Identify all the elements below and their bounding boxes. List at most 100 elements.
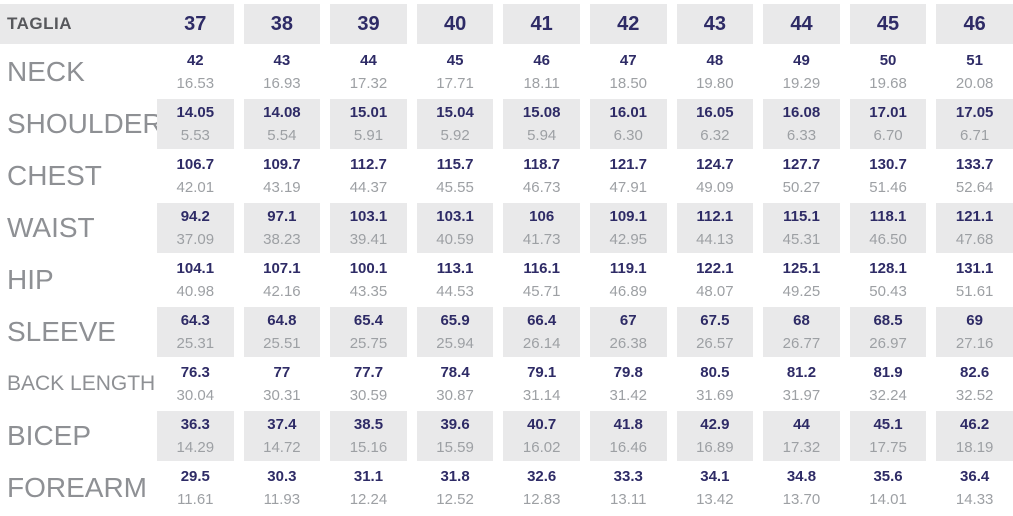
value-inches: 14.72 (263, 439, 301, 456)
value-cm: 47 (619, 52, 637, 69)
value-cm: 77.7 (353, 364, 384, 381)
value-cm: 16.01 (609, 104, 648, 121)
value-cm: 125.1 (782, 260, 821, 277)
measurement-cell: 15.04 5.92 (416, 99, 494, 149)
value-inches: 31.97 (782, 387, 821, 404)
value-inches: 31.42 (609, 387, 648, 404)
value-inches: 12.24 (349, 491, 388, 508)
value-inches: 26.38 (609, 335, 648, 352)
measurement-cell: 81.2 31.97 (763, 359, 840, 409)
value-inches: 30.31 (263, 387, 301, 404)
value-cm: 103.1 (349, 208, 388, 225)
measurement-cell: 42 16.53 (157, 47, 234, 97)
measurement-cell: 79.8 31.42 (589, 359, 667, 409)
measurement-cell: 16.01 6.30 (589, 99, 667, 149)
table-row: SHOULDER 14.05 5.53 14.08 5.54 15.01 5.91 15.04… (0, 99, 1013, 149)
value-inches: 45.71 (522, 283, 561, 300)
value-cm: 42 (186, 52, 204, 69)
size-column-header: 38 (243, 4, 321, 44)
value-cm: 40.7 (527, 416, 557, 433)
value-inches: 5.91 (353, 127, 384, 144)
value-cm: 49 (793, 52, 810, 69)
measurement-cell: 49 19.29 (763, 47, 840, 97)
value-cm: 44 (793, 416, 810, 433)
row-label-cell: BICEP (0, 411, 157, 461)
measurement-cell: 29.5 11.61 (157, 463, 234, 513)
row-label-cell: WAIST (0, 203, 157, 253)
value-inches: 30.87 (436, 387, 474, 404)
value-cm: 46 (533, 52, 551, 69)
value-inches: 19.80 (696, 75, 734, 92)
value-inches: 42.95 (609, 231, 648, 248)
measurement-cell: 68 26.77 (763, 307, 840, 357)
table-row: CHEST 106.7 42.01 109.7 43.19 112.7 44.37 115.7… (0, 151, 1013, 201)
value-inches: 12.52 (436, 491, 474, 508)
value-cm: 36.4 (960, 468, 990, 485)
value-cm: 14.08 (263, 104, 301, 121)
value-cm: 106 (529, 208, 555, 225)
measurement-cell: 44 17.32 (330, 47, 407, 97)
measurement-cell: 130.7 51.46 (849, 151, 927, 201)
value-cm: 112.1 (696, 208, 734, 225)
value-inches: 25.51 (263, 335, 301, 352)
value-cm: 131.1 (955, 260, 994, 277)
measurement-cell: 16.05 6.32 (676, 99, 754, 149)
value-cm: 64.3 (180, 312, 210, 329)
measurement-cell: 14.08 5.54 (243, 99, 321, 149)
value-inches: 17.75 (869, 439, 907, 456)
row-label: HIP (7, 264, 54, 295)
measurement-cell: 36.4 14.33 (936, 463, 1013, 513)
measurement-cell: 115.7 45.55 (416, 151, 494, 201)
size-column-header: 40 (416, 4, 494, 44)
value-cm: 66.4 (527, 312, 557, 329)
measurement-cell: 133.7 52.64 (936, 151, 1013, 201)
value-inches: 44.13 (696, 231, 734, 248)
value-inches: 52.64 (955, 179, 994, 196)
measurement-cell: 125.1 49.25 (763, 255, 840, 305)
row-label: BACK LENGTH (7, 372, 156, 395)
value-inches: 46.89 (609, 283, 648, 300)
value-cm: 46.2 (960, 416, 990, 433)
value-cm: 17.05 (955, 104, 994, 121)
value-inches: 44.37 (349, 179, 388, 196)
measurement-cell: 45.1 17.75 (849, 411, 927, 461)
measurement-cell: 31.8 12.52 (416, 463, 494, 513)
value-cm: 67 (619, 312, 637, 329)
value-cm: 124.7 (696, 156, 734, 173)
measurement-cell: 32.6 12.83 (503, 463, 580, 513)
value-cm: 118.1 (869, 208, 907, 225)
value-inches: 42.16 (263, 283, 301, 300)
row-label: WAIST (7, 212, 95, 243)
measurement-cell: 41.8 16.46 (589, 411, 667, 461)
measurement-cell: 78.4 30.87 (416, 359, 494, 409)
value-inches: 46.73 (522, 179, 561, 196)
value-cm: 39.6 (440, 416, 470, 433)
value-inches: 43.19 (263, 179, 301, 196)
size-column-header: 46 (936, 4, 1013, 44)
table-row: NECK 42 16.53 43 16.93 44 17.32 45 17.71 46 18.11 4… (0, 47, 1013, 97)
value-inches: 6.33 (786, 127, 817, 144)
value-cm: 106.7 (176, 156, 215, 173)
value-cm: 45 (446, 52, 464, 69)
measurement-cell: 127.7 50.27 (763, 151, 840, 201)
value-inches: 40.98 (176, 283, 215, 300)
value-cm: 116.1 (523, 260, 561, 277)
value-inches: 16.46 (609, 439, 648, 456)
value-inches: 47.68 (955, 231, 994, 248)
measurement-cell: 17.01 6.70 (849, 99, 927, 149)
value-inches: 5.94 (527, 127, 557, 144)
value-cm: 15.04 (436, 104, 474, 121)
value-inches: 26.97 (869, 335, 907, 352)
value-cm: 82.6 (960, 364, 990, 381)
value-cm: 97.1 (267, 208, 297, 225)
measurement-cell: 128.1 50.43 (849, 255, 927, 305)
value-cm: 65.4 (353, 312, 384, 329)
value-cm: 122.1 (696, 260, 734, 277)
measurement-cell: 104.1 40.98 (157, 255, 234, 305)
value-cm: 113.1 (436, 260, 474, 277)
value-cm: 100.1 (349, 260, 388, 277)
value-inches: 31.14 (522, 387, 561, 404)
value-cm: 121.7 (609, 156, 648, 173)
row-label: BICEP (7, 420, 92, 451)
